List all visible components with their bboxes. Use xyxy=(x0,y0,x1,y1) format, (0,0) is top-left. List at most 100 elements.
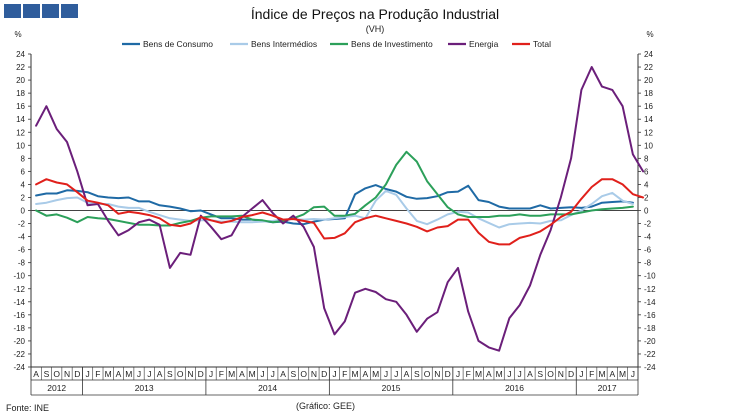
y-tick-label-right: 4 xyxy=(644,180,649,189)
y-tick-label-left: 16 xyxy=(16,102,25,111)
y-tick-label-left: -16 xyxy=(13,311,25,320)
chart-credit: (Gráfico: GEE) xyxy=(296,401,356,411)
x-tick-label: M xyxy=(105,369,112,379)
y-tick-label-right: -6 xyxy=(644,246,652,255)
x-tick-label: A xyxy=(609,369,615,379)
legend-label-bens-de-investimento: Bens de Investimento xyxy=(351,39,433,49)
x-tick-label: J xyxy=(518,369,522,379)
y-tick-label-left: 2 xyxy=(21,193,26,202)
y-tick-label-right: -4 xyxy=(644,233,652,242)
chart-title: Índice de Preços na Produção Industrial xyxy=(250,6,500,22)
x-tick-label: S xyxy=(167,369,173,379)
x-tick-label: A xyxy=(486,369,492,379)
y-tick-label-right: 14 xyxy=(644,115,653,124)
x-tick-label: O xyxy=(547,369,554,379)
x-tick-label: D xyxy=(568,369,574,379)
year-label: 2015 xyxy=(382,383,401,393)
x-tick-label: F xyxy=(219,369,224,379)
x-tick-label: J xyxy=(271,369,275,379)
y-tick-label-left: -24 xyxy=(13,363,25,372)
x-tick-label: A xyxy=(363,369,369,379)
legend-label-bens-intermedios: Bens Intermédios xyxy=(251,39,317,49)
x-tick-label: F xyxy=(466,369,471,379)
y-tick-label-right: 0 xyxy=(644,207,649,216)
y-unit-right: % xyxy=(646,30,653,39)
x-tick-label: J xyxy=(384,369,388,379)
y-tick-label-left: -20 xyxy=(13,337,25,346)
y-tick-label-left: -18 xyxy=(13,324,25,333)
x-tick-label: A xyxy=(157,369,163,379)
x-tick-label: M xyxy=(249,369,256,379)
x-tick-label: D xyxy=(74,369,80,379)
y-unit-left: % xyxy=(14,30,21,39)
x-tick-label: A xyxy=(33,369,39,379)
x-tick-label: M xyxy=(372,369,379,379)
x-tick-label: F xyxy=(589,369,594,379)
y-tick-label-left: 10 xyxy=(16,141,25,150)
y-tick-label-left: -4 xyxy=(18,233,26,242)
x-tick-label: M xyxy=(619,369,626,379)
year-label: 2017 xyxy=(598,383,617,393)
x-tick-label: O xyxy=(177,369,184,379)
x-tick-label: M xyxy=(598,369,605,379)
y-tick-label-left: -8 xyxy=(18,259,26,268)
x-tick-label: O xyxy=(424,369,431,379)
series-line-energia xyxy=(35,66,645,352)
x-tick-label: S xyxy=(291,369,297,379)
y-tick-label-left: 4 xyxy=(21,180,26,189)
y-tick-label-left: 18 xyxy=(16,89,25,98)
x-tick-label: J xyxy=(137,369,141,379)
y-tick-label-right: -20 xyxy=(644,337,656,346)
year-label: 2013 xyxy=(135,383,154,393)
y-tick-label-right: 18 xyxy=(644,89,653,98)
x-tick-label: S xyxy=(44,369,50,379)
year-label: 2016 xyxy=(505,383,524,393)
x-tick-label: J xyxy=(579,369,583,379)
series-line-total xyxy=(35,178,645,246)
logo-block xyxy=(42,4,59,18)
y-tick-label-right: -18 xyxy=(644,324,656,333)
x-tick-label: D xyxy=(198,369,204,379)
y-tick-label-right: -14 xyxy=(644,298,656,307)
y-tick-label-left: 14 xyxy=(16,115,25,124)
x-tick-label: J xyxy=(507,369,511,379)
y-tick-label-right: -8 xyxy=(644,259,652,268)
series-line-bens-de-investimento xyxy=(35,150,634,227)
x-tick-label: D xyxy=(321,369,327,379)
x-tick-label: N xyxy=(311,369,317,379)
y-tick-label-left: 22 xyxy=(16,63,25,72)
legend-label-bens-de-consumo: Bens de Consumo xyxy=(143,39,213,49)
year-label: 2012 xyxy=(47,383,66,393)
y-tick-label-left: -14 xyxy=(13,298,25,307)
x-tick-label: O xyxy=(300,369,307,379)
x-tick-label: J xyxy=(85,369,89,379)
x-tick-label: N xyxy=(187,369,193,379)
y-tick-label-right: 16 xyxy=(644,102,653,111)
ine-logo xyxy=(4,4,78,18)
x-tick-label: M xyxy=(496,369,503,379)
logo-block xyxy=(23,4,40,18)
y-tick-label-left: -6 xyxy=(18,246,26,255)
x-tick-label: N xyxy=(558,369,564,379)
x-tick-label: J xyxy=(456,369,460,379)
x-tick-label: J xyxy=(209,369,213,379)
y-tick-label-left: -22 xyxy=(13,350,25,359)
y-tick-label-right: 12 xyxy=(644,128,653,137)
x-tick-label: M xyxy=(125,369,132,379)
logo-block xyxy=(4,4,21,18)
x-tick-label: F xyxy=(342,369,347,379)
x-tick-label: J xyxy=(631,369,635,379)
y-tick-label-right: 6 xyxy=(644,167,649,176)
y-tick-label-left: 8 xyxy=(21,154,26,163)
y-tick-label-left: 0 xyxy=(21,207,26,216)
x-tick-label: J xyxy=(394,369,398,379)
logo-block xyxy=(61,4,78,18)
x-tick-label: J xyxy=(260,369,264,379)
x-tick-label: N xyxy=(64,369,70,379)
x-tick-label: S xyxy=(537,369,543,379)
y-tick-label-left: -2 xyxy=(18,220,26,229)
y-tick-label-right: -12 xyxy=(644,285,656,294)
x-tick-label: A xyxy=(116,369,122,379)
y-tick-label-left: -12 xyxy=(13,285,25,294)
x-tick-label: A xyxy=(527,369,533,379)
